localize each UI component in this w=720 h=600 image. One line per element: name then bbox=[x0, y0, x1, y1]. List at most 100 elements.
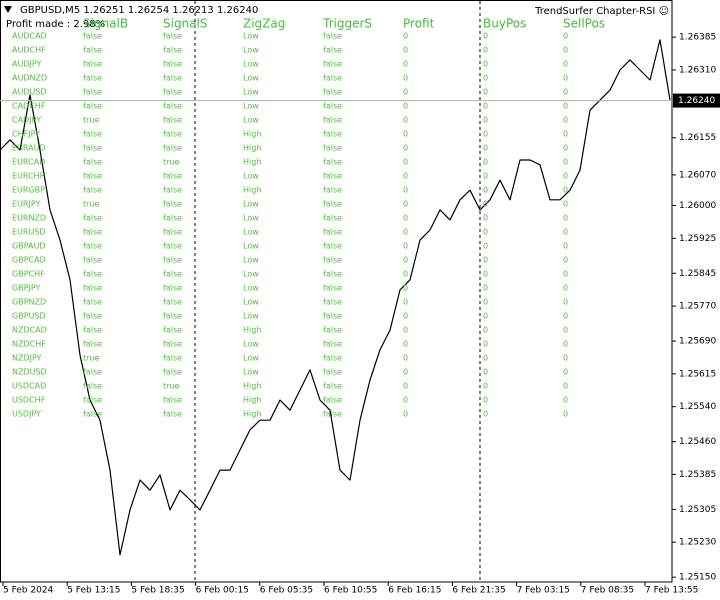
value-cell: false bbox=[323, 46, 342, 55]
value-cell: Low bbox=[243, 102, 259, 111]
value-cell: 0 bbox=[403, 200, 408, 209]
value-cell: 0 bbox=[483, 172, 488, 181]
value-cell: false bbox=[323, 74, 342, 83]
value-cell: true bbox=[163, 158, 179, 167]
value-cell: 0 bbox=[563, 74, 568, 83]
value-cell: false bbox=[323, 32, 342, 41]
value-cell: 0 bbox=[483, 32, 488, 41]
value-cell: 0 bbox=[403, 242, 408, 251]
value-cell: 0 bbox=[563, 186, 568, 195]
value-cell: 0 bbox=[563, 396, 568, 405]
value-cell: 0 bbox=[563, 130, 568, 139]
value-cell: 0 bbox=[403, 88, 408, 97]
value-cell: Low bbox=[243, 228, 259, 237]
value-cell: false bbox=[83, 186, 102, 195]
symbol-cell: AUDJPY bbox=[12, 60, 41, 69]
value-cell: false bbox=[83, 410, 102, 419]
value-cell: 0 bbox=[563, 88, 568, 97]
collapse-arrow bbox=[4, 6, 12, 13]
value-cell: 0 bbox=[563, 256, 568, 265]
x-tick-label: 5 Feb 13:15 bbox=[67, 586, 120, 596]
value-cell: false bbox=[163, 354, 182, 363]
symbol-cell: CADCHF bbox=[12, 102, 46, 111]
value-cell: false bbox=[323, 130, 342, 139]
symbol-cell: AUDCAD bbox=[12, 32, 47, 41]
value-cell: High bbox=[243, 326, 261, 335]
value-cell: false bbox=[83, 74, 102, 83]
value-cell: false bbox=[163, 256, 182, 265]
x-tick-label: 6 Feb 00:15 bbox=[196, 586, 249, 596]
value-cell: false bbox=[83, 102, 102, 111]
value-cell: false bbox=[163, 102, 182, 111]
symbol-cell: EURCAD bbox=[12, 158, 45, 167]
value-cell: 0 bbox=[563, 60, 568, 69]
value-cell: false bbox=[83, 32, 102, 41]
value-cell: Low bbox=[243, 312, 259, 321]
value-cell: Low bbox=[243, 32, 259, 41]
value-cell: 0 bbox=[563, 228, 568, 237]
value-cell: false bbox=[83, 396, 102, 405]
value-cell: 0 bbox=[483, 270, 488, 279]
value-cell: 0 bbox=[403, 130, 408, 139]
value-cell: true bbox=[83, 200, 99, 209]
value-cell: 0 bbox=[403, 46, 408, 55]
value-cell: false bbox=[163, 46, 182, 55]
y-tick-label: 1.25770 bbox=[679, 302, 716, 312]
value-cell: 0 bbox=[483, 228, 488, 237]
value-cell: 0 bbox=[483, 256, 488, 265]
symbol-cell: EURAUD bbox=[12, 144, 46, 153]
value-cell: 0 bbox=[483, 102, 488, 111]
value-cell: 0 bbox=[403, 214, 408, 223]
symbol-cell: USDJPY bbox=[12, 410, 41, 419]
price-marker-label: 1.26240 bbox=[678, 96, 715, 106]
value-cell: 0 bbox=[483, 298, 488, 307]
value-cell: false bbox=[83, 158, 102, 167]
value-cell: High bbox=[243, 382, 261, 391]
value-cell: false bbox=[323, 228, 342, 237]
y-tick-label: 1.25845 bbox=[679, 269, 716, 279]
value-cell: true bbox=[163, 382, 179, 391]
symbol-cell: GBPCAD bbox=[12, 256, 46, 265]
value-cell: Low bbox=[243, 284, 259, 293]
y-tick-label: 1.25230 bbox=[679, 538, 716, 548]
symbol-cell: AUDNZD bbox=[12, 74, 47, 83]
value-cell: false bbox=[323, 200, 342, 209]
symbol-cell: CHFJPY bbox=[12, 130, 40, 139]
value-cell: false bbox=[163, 396, 182, 405]
value-cell: Low bbox=[243, 242, 259, 251]
value-cell: 0 bbox=[563, 242, 568, 251]
value-cell: false bbox=[323, 284, 342, 293]
value-cell: 0 bbox=[483, 340, 488, 349]
value-cell: false bbox=[163, 312, 182, 321]
value-cell: Low bbox=[243, 256, 259, 265]
value-cell: false bbox=[323, 116, 342, 125]
symbol-cell: AUDUSD bbox=[12, 88, 47, 97]
value-cell: false bbox=[163, 368, 182, 377]
column-header: SellPos bbox=[563, 17, 605, 31]
price-line bbox=[0, 39, 671, 556]
value-cell: false bbox=[163, 130, 182, 139]
value-cell: 0 bbox=[563, 382, 568, 391]
symbol-cell: NZDUSD bbox=[12, 368, 47, 377]
symbol-cell: GBPJPY bbox=[12, 284, 41, 293]
value-cell: 0 bbox=[563, 102, 568, 111]
value-cell: false bbox=[323, 144, 342, 153]
value-cell: false bbox=[83, 284, 102, 293]
x-tick-label: 6 Feb 10:55 bbox=[324, 586, 377, 596]
value-cell: false bbox=[163, 298, 182, 307]
value-cell: 0 bbox=[403, 172, 408, 181]
value-cell: false bbox=[323, 186, 342, 195]
x-tick-label: 5 Feb 2024 bbox=[3, 586, 54, 596]
value-cell: false bbox=[163, 186, 182, 195]
symbol-cell: USDCHF bbox=[12, 396, 46, 405]
value-cell: false bbox=[83, 144, 102, 153]
y-tick-label: 1.25615 bbox=[679, 369, 716, 379]
value-cell: false bbox=[163, 32, 182, 41]
column-header: ZigZag bbox=[243, 17, 285, 31]
value-cell: 0 bbox=[483, 382, 488, 391]
value-cell: false bbox=[323, 102, 342, 111]
value-cell: 0 bbox=[403, 186, 408, 195]
x-tick-label: 6 Feb 16:15 bbox=[388, 586, 441, 596]
value-cell: 0 bbox=[563, 284, 568, 293]
